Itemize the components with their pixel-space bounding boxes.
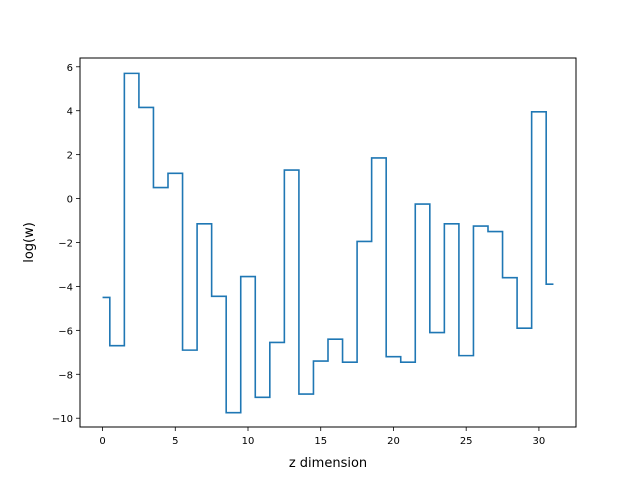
y-tick-label: 4 (67, 107, 73, 118)
y-tick-label: −8 (58, 370, 73, 381)
series-step-line (102, 72, 554, 414)
y-tick-label: −6 (58, 326, 73, 337)
x-tick-label: 0 (99, 436, 105, 447)
y-axis-label: log(w) (22, 222, 37, 263)
x-tick-label: 5 (172, 436, 178, 447)
x-tick-label: 10 (242, 436, 255, 447)
y-tick-label: 0 (67, 195, 73, 206)
y-tick-label: 6 (67, 63, 73, 74)
y-tick-label: −10 (52, 414, 73, 425)
x-tick-label: 30 (533, 436, 546, 447)
x-tick-label: 15 (314, 436, 327, 447)
x-axis-label: z dimension (289, 456, 367, 471)
y-tick-label: 2 (67, 151, 73, 162)
y-tick-label: −4 (58, 282, 73, 293)
x-tick-label: 25 (460, 436, 473, 447)
x-tick-label: 20 (387, 436, 400, 447)
y-tick-label: −2 (58, 239, 73, 250)
